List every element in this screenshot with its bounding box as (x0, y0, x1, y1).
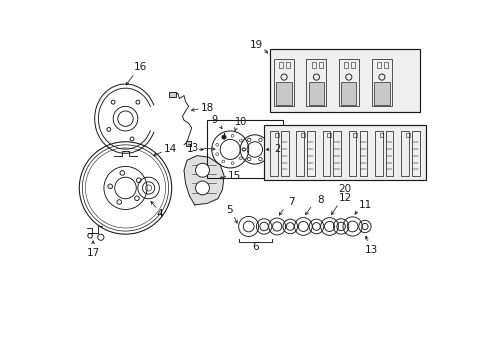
Text: 9: 9 (211, 115, 218, 125)
Text: 19: 19 (249, 40, 263, 50)
Bar (264, 125, 425, 180)
Bar (301, 132, 305, 137)
Bar (371, 59, 391, 106)
Bar (274, 132, 278, 137)
Text: 3: 3 (191, 143, 197, 153)
Bar (333, 131, 341, 176)
Circle shape (195, 181, 209, 195)
Bar (373, 82, 389, 105)
Text: 4: 4 (156, 209, 163, 219)
Bar (185, 141, 190, 147)
Bar (296, 131, 304, 176)
Text: 10: 10 (234, 117, 246, 127)
Bar (374, 131, 382, 176)
Bar (350, 62, 354, 68)
Bar (168, 92, 176, 97)
Bar (338, 59, 358, 106)
Bar (276, 82, 291, 105)
Text: 18: 18 (201, 103, 214, 113)
Bar (400, 131, 408, 176)
Bar (326, 132, 330, 137)
Bar (379, 132, 383, 137)
Bar (322, 131, 329, 176)
Text: 13: 13 (364, 244, 377, 255)
Bar (281, 131, 288, 176)
Bar (308, 82, 324, 105)
Bar (279, 62, 283, 68)
Circle shape (195, 163, 209, 177)
Bar (270, 49, 420, 112)
Bar (306, 59, 326, 106)
Bar (377, 62, 380, 68)
Bar (348, 131, 356, 176)
Bar (384, 62, 387, 68)
Text: 2: 2 (273, 144, 280, 154)
Bar (341, 82, 356, 105)
Bar (270, 131, 277, 176)
Text: 20: 20 (338, 184, 351, 194)
Bar (274, 59, 293, 106)
Text: 7: 7 (287, 197, 294, 207)
Text: 6: 6 (251, 242, 258, 252)
Bar (318, 62, 322, 68)
Bar (311, 62, 315, 68)
Bar (286, 62, 290, 68)
Text: 15: 15 (227, 171, 240, 181)
Text: 1: 1 (186, 144, 193, 154)
Text: 17: 17 (86, 248, 100, 258)
Polygon shape (183, 156, 224, 205)
Text: 8: 8 (316, 194, 323, 204)
Circle shape (222, 135, 225, 139)
Bar (385, 131, 393, 176)
Bar (353, 132, 357, 137)
Text: 16: 16 (134, 62, 147, 72)
Bar (405, 132, 409, 137)
Bar (359, 131, 366, 176)
Bar (207, 120, 282, 178)
Text: 11: 11 (358, 200, 371, 210)
Text: 14: 14 (164, 144, 177, 154)
Bar (306, 131, 314, 176)
Text: 5: 5 (225, 204, 232, 215)
Bar (411, 131, 419, 176)
Bar (344, 62, 347, 68)
Text: 12: 12 (338, 193, 351, 203)
